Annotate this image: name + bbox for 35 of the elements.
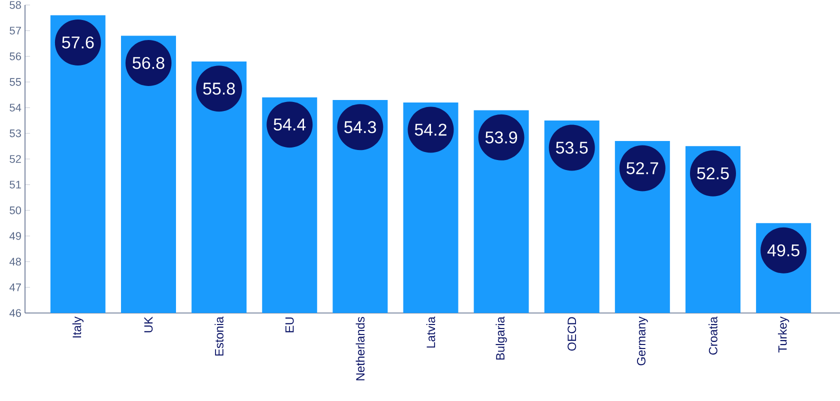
y-tick-label: 48 xyxy=(9,258,21,266)
x-tick-label: OECD xyxy=(568,317,576,351)
y-tick-label: 54 xyxy=(10,104,22,112)
data-label: 54.3 xyxy=(344,121,376,134)
data-label: 55.8 xyxy=(203,82,235,95)
y-tick-label: 51 xyxy=(10,180,21,188)
x-tick-label: Netherlands xyxy=(356,316,365,380)
y-tick-label: 49 xyxy=(9,232,21,240)
data-label: 52.5 xyxy=(697,167,729,180)
y-tick-label: 46 xyxy=(9,309,21,317)
y-tick-label: 53 xyxy=(10,129,21,138)
data-label: 57.6 xyxy=(62,36,94,48)
y-tick-label: 47 xyxy=(9,284,21,292)
x-tick-label: Germany xyxy=(636,316,648,366)
y-tick-label: 52 xyxy=(10,155,21,163)
data-label: 56.8 xyxy=(132,56,164,70)
y-tick-label: 56 xyxy=(10,52,21,60)
x-tick-label: EU xyxy=(285,317,294,332)
x-tick-label: Italy xyxy=(72,316,84,338)
data-label: 54.4 xyxy=(274,118,306,131)
x-tick-label: UK xyxy=(144,316,153,332)
x-tick-label: Estonia xyxy=(214,316,224,356)
y-tick-label: 55 xyxy=(10,78,22,86)
y-tick-label: 50 xyxy=(10,206,22,214)
data-label: 53.5 xyxy=(556,142,588,154)
x-tick-label: Croatia xyxy=(708,316,718,355)
data-label: 54.2 xyxy=(414,124,446,136)
y-tick-label: 57 xyxy=(10,26,21,34)
data-label: 49.5 xyxy=(767,244,800,256)
x-tick-label: Turkey xyxy=(778,316,790,352)
data-label: 53.9 xyxy=(485,131,518,144)
x-tick-label: Latvia xyxy=(426,316,436,348)
data-label: 52.7 xyxy=(626,162,658,174)
x-tick-label: Bulgaria xyxy=(496,316,507,360)
y-tick-label: 58 xyxy=(10,1,21,9)
